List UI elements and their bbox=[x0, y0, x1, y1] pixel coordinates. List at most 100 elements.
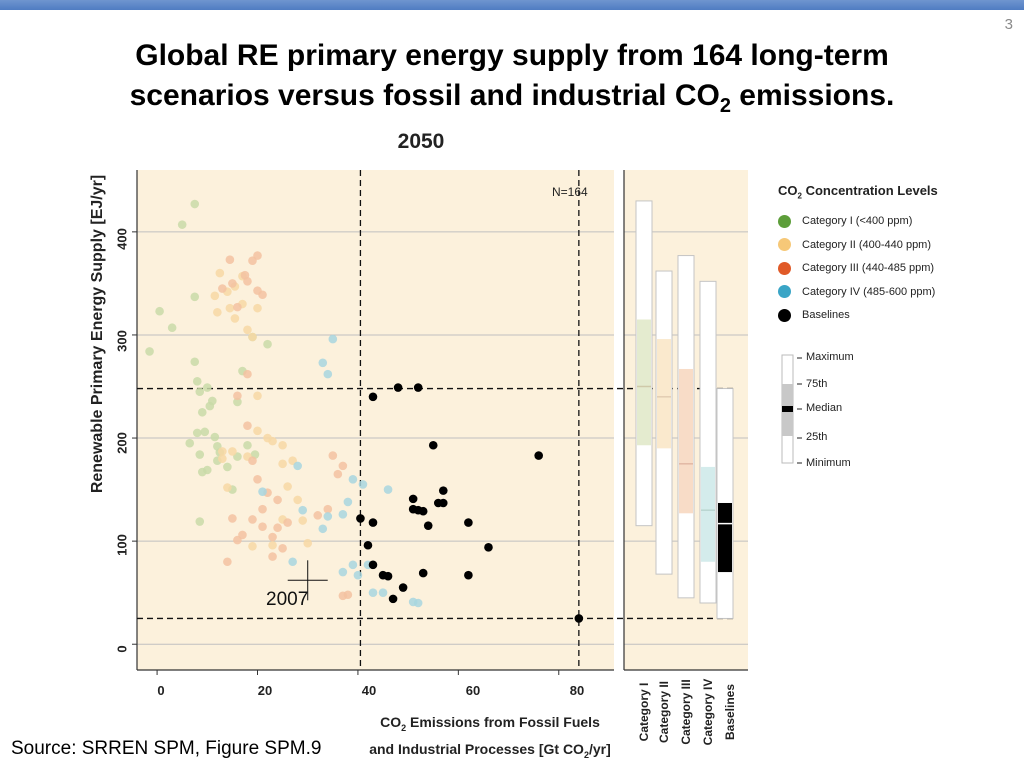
point-baseline bbox=[464, 570, 473, 580]
point-category-2 bbox=[210, 291, 220, 301]
legend-title: CO2 Concentration Levels bbox=[778, 183, 938, 201]
point-category-1 bbox=[202, 383, 212, 392]
point-category-1 bbox=[195, 450, 205, 459]
point-category-2 bbox=[268, 540, 277, 550]
point-baseline bbox=[534, 451, 543, 460]
point-category-1 bbox=[197, 407, 207, 417]
point-category-3 bbox=[243, 421, 252, 430]
point-category-1 bbox=[208, 396, 217, 406]
point-category-3 bbox=[253, 251, 262, 260]
point-category-2 bbox=[215, 268, 225, 278]
point-category-1 bbox=[200, 427, 210, 437]
point-category-3 bbox=[338, 591, 348, 601]
legend-dot-icon bbox=[778, 214, 791, 228]
point-category-2 bbox=[293, 495, 302, 505]
box-legend-maximum: Maximum bbox=[806, 351, 854, 363]
title-line-1: Global RE primary energy supply from 164… bbox=[135, 39, 889, 72]
point-category-1 bbox=[185, 438, 195, 448]
box-panel bbox=[635, 200, 734, 619]
point-category-4 bbox=[383, 485, 393, 494]
box-legend-icon bbox=[781, 354, 802, 464]
point-category-1 bbox=[192, 377, 202, 386]
point-category-1 bbox=[167, 323, 177, 333]
point-category-2 bbox=[223, 483, 232, 492]
box-interquartile bbox=[718, 502, 732, 573]
point-baseline bbox=[383, 571, 393, 581]
point-category-2 bbox=[283, 482, 292, 491]
box-legend-25th: 25th bbox=[806, 431, 828, 443]
point-category-4 bbox=[293, 461, 302, 471]
x-tick-label: 0 bbox=[157, 683, 165, 698]
point-category-3 bbox=[228, 514, 237, 523]
point-category-3 bbox=[225, 255, 235, 264]
panel-separator bbox=[614, 165, 624, 675]
legend-item-baselines: Baselines bbox=[778, 304, 998, 328]
slide-title: Global RE primary energy supply from 164… bbox=[40, 36, 984, 126]
point-category-3 bbox=[283, 518, 292, 527]
point-category-1 bbox=[233, 397, 242, 407]
point-category-4 bbox=[348, 560, 358, 570]
legend-item-category-2: Category II (400-440 ppm) bbox=[778, 233, 998, 257]
axis-lines bbox=[132, 170, 748, 675]
point-category-2 bbox=[253, 303, 262, 313]
point-category-3 bbox=[248, 456, 257, 466]
point-category-2 bbox=[248, 332, 257, 342]
point-category-3 bbox=[238, 530, 247, 540]
x-axis-title: CO2 Emissions from Fossil Fuels and Indu… bbox=[369, 714, 611, 760]
legend-item-category-1: Category I (<400 ppm) bbox=[778, 210, 998, 234]
point-category-4 bbox=[323, 512, 333, 521]
point-category-3 bbox=[313, 511, 323, 520]
y-axis-title-text: Renewable Primary Energy Supply [EJ/yr] bbox=[89, 174, 106, 494]
point-category-3 bbox=[323, 504, 333, 514]
point-category-3 bbox=[253, 286, 262, 295]
point-baseline bbox=[388, 594, 398, 604]
year-2007-label: 2007 bbox=[266, 589, 309, 610]
point-category-2 bbox=[218, 454, 227, 463]
point-baseline bbox=[393, 383, 403, 392]
point-category-2 bbox=[278, 440, 287, 450]
point-category-1 bbox=[190, 292, 200, 302]
point-category-1 bbox=[190, 199, 200, 209]
box-legend-median: Median bbox=[806, 402, 843, 414]
point-category-1 bbox=[210, 432, 220, 442]
point-baseline bbox=[408, 494, 418, 504]
box-interquartile bbox=[637, 319, 651, 446]
point-category-2 bbox=[218, 447, 227, 456]
point-category-2 bbox=[228, 447, 237, 456]
point-baseline bbox=[398, 583, 408, 592]
point-baseline bbox=[413, 505, 423, 515]
legend-dot-icon bbox=[778, 238, 791, 252]
marker-2007 bbox=[287, 560, 328, 601]
point-category-2 bbox=[303, 538, 313, 548]
legend-dot-icon bbox=[778, 285, 791, 299]
point-category-4 bbox=[338, 567, 348, 577]
point-category-1 bbox=[145, 347, 154, 356]
point-category-3 bbox=[273, 523, 282, 533]
legend: CO2 Concentration Levels Category I (<40… bbox=[778, 183, 998, 327]
legend-item-category-4: Category IV (485-600 ppm) bbox=[778, 280, 998, 304]
point-baseline bbox=[363, 540, 373, 550]
point-category-3 bbox=[253, 474, 262, 484]
point-category-3 bbox=[223, 557, 232, 567]
point-category-4 bbox=[358, 480, 368, 489]
point-baseline bbox=[484, 543, 493, 552]
box-interquartile bbox=[657, 339, 671, 449]
point-category-1 bbox=[177, 220, 187, 229]
scatter-points bbox=[145, 199, 584, 623]
point-category-2 bbox=[230, 314, 240, 323]
point-category-2 bbox=[253, 426, 262, 436]
point-category-4 bbox=[323, 369, 333, 379]
point-category-3 bbox=[243, 369, 252, 379]
point-baseline bbox=[438, 486, 448, 495]
sample-size-label: N=164 bbox=[552, 185, 588, 199]
point-category-3 bbox=[218, 284, 227, 293]
point-category-3 bbox=[328, 451, 338, 460]
point-category-4 bbox=[288, 557, 297, 567]
point-category-2 bbox=[253, 391, 262, 401]
point-category-4 bbox=[408, 597, 418, 607]
point-category-1 bbox=[223, 462, 232, 472]
box-interquartile bbox=[679, 368, 693, 514]
point-category-3 bbox=[278, 544, 287, 553]
point-category-3 bbox=[258, 522, 267, 532]
